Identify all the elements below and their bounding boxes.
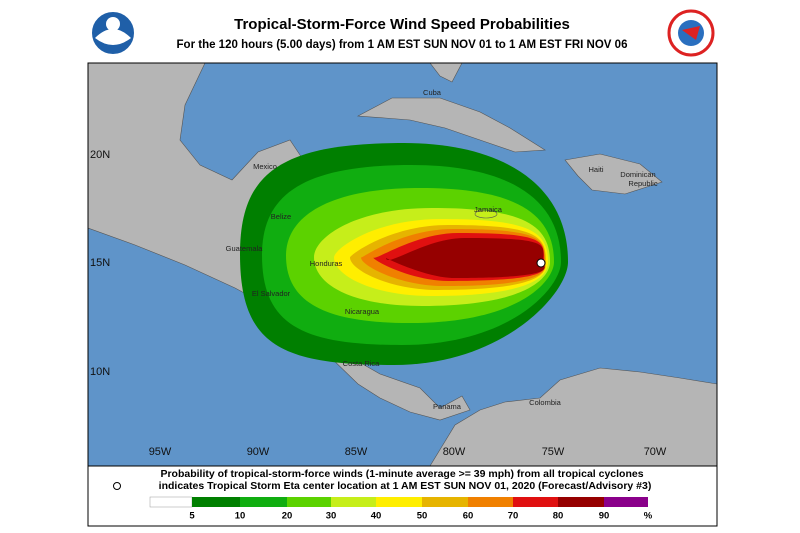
legend-unit: % [644, 511, 653, 522]
lon-label: 85W [345, 446, 368, 458]
noaa-logo [90, 10, 136, 56]
place-label: Colombia [529, 398, 562, 407]
place-label: Guatemala [226, 244, 264, 253]
legend-label: 50 [417, 511, 428, 522]
legend-swatch [240, 497, 287, 507]
place-label: Republic [628, 179, 657, 188]
legend-swatch [422, 497, 468, 507]
legend-swatch [376, 497, 422, 507]
lat-label: 10N [90, 366, 110, 378]
legend: 5 10 20 30 40 50 60 70 80 90% [149, 496, 653, 522]
place-label: Honduras [310, 259, 343, 268]
lat-label: 20N [90, 149, 110, 161]
map [88, 63, 717, 466]
lon-label: 70W [644, 446, 667, 458]
place-label: Costa Rica [343, 359, 381, 368]
legend-swatch [192, 497, 240, 507]
lat-label: 15N [90, 257, 110, 269]
place-label: Haiti [588, 165, 603, 174]
place-label: Mexico [253, 162, 277, 171]
title: Tropical-Storm-Force Wind Speed Probabil… [234, 16, 570, 33]
legend-label: 70 [508, 511, 519, 522]
jamaica-outline [474, 209, 498, 219]
legend-label: 10 [235, 511, 246, 522]
caption-line: indicates Tropical Storm Eta center loca… [159, 480, 652, 492]
probability-band [386, 238, 545, 278]
place-label: Belize [271, 212, 291, 221]
legend-label: 20 [282, 511, 293, 522]
legend-swatch [558, 497, 604, 507]
legend-label: 80 [553, 511, 564, 522]
nws-logo [667, 9, 715, 57]
legend-swatch [149, 496, 193, 508]
subtitle: For the 120 hours (5.00 days) from 1 AM … [177, 39, 628, 51]
legend-swatch [513, 497, 558, 507]
place-label: Dominican [620, 170, 655, 179]
storm-center [536, 258, 546, 268]
south-america-land [429, 367, 717, 466]
legend-label: 60 [463, 511, 474, 522]
place-label: Panama [433, 402, 462, 411]
legend-label: 30 [326, 511, 337, 522]
lon-label: 95W [149, 446, 172, 458]
place-label: Cuba [423, 88, 442, 97]
cuba-land [356, 97, 546, 153]
legend-label: 40 [371, 511, 382, 522]
legend-swatch [331, 497, 376, 507]
caption-line: Probability of tropical-storm-force wind… [160, 468, 643, 480]
lon-label: 75W [542, 446, 565, 458]
lon-label: 90W [247, 446, 270, 458]
probability-bands [240, 143, 568, 365]
hispaniola-land [564, 153, 663, 195]
map-labels: 20N 15N 10N 95W 90W 85W 80W 75W 70W Mexico Cuba Bel… [90, 88, 667, 458]
place-label: Nicaragua [345, 307, 380, 316]
place-label: El Salvador [252, 289, 291, 298]
florida-land [429, 63, 463, 83]
legend-label: 90 [599, 511, 610, 522]
place-label: Jamaica [474, 205, 503, 214]
legend-label: 5 [189, 511, 195, 522]
center-symbol [113, 482, 121, 490]
legend-swatch [287, 497, 331, 507]
caption-box [87, 465, 718, 527]
lon-label: 80W [443, 446, 466, 458]
legend-swatch [604, 497, 648, 507]
legend-swatch [468, 497, 513, 507]
